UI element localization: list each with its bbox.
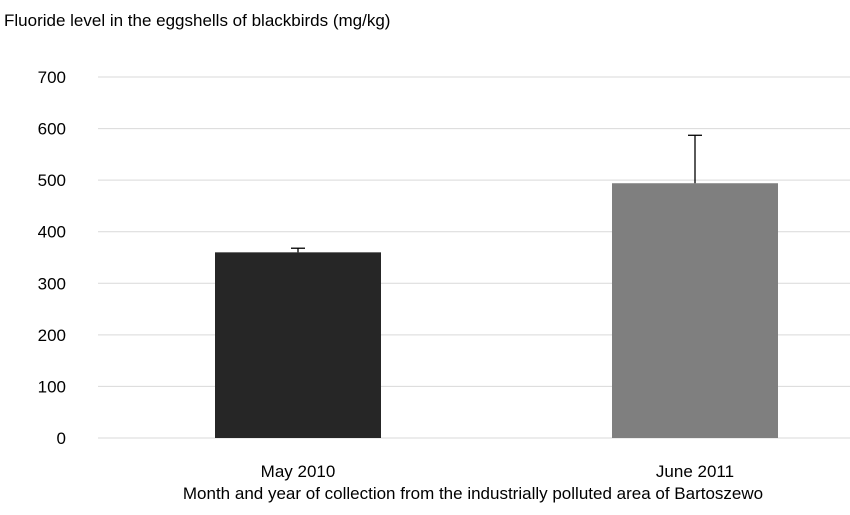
y-tick-label: 100 <box>38 377 66 396</box>
bar-may-2010 <box>215 252 381 438</box>
y-tick-label: 600 <box>38 120 66 139</box>
chart-title: Fluoride level in the eggshells of black… <box>4 11 390 30</box>
x-axis-categories: May 2010 June 2011 <box>261 462 734 481</box>
y-axis-ticks: 0 100 200 300 400 500 600 700 <box>38 68 66 448</box>
error-bars <box>291 134 702 253</box>
x-category-label: June 2011 <box>656 462 734 481</box>
y-tick-label: 700 <box>38 68 66 87</box>
y-tick-label: 200 <box>38 326 66 345</box>
x-axis-label: Month and year of collection from the in… <box>183 484 763 503</box>
bar-june-2011 <box>612 183 778 438</box>
bars <box>215 183 778 438</box>
y-tick-label: 0 <box>57 429 66 448</box>
y-tick-label: 500 <box>38 171 66 190</box>
y-tick-label: 300 <box>38 274 66 293</box>
x-category-label: May 2010 <box>261 462 336 481</box>
y-tick-label: 400 <box>38 223 66 242</box>
